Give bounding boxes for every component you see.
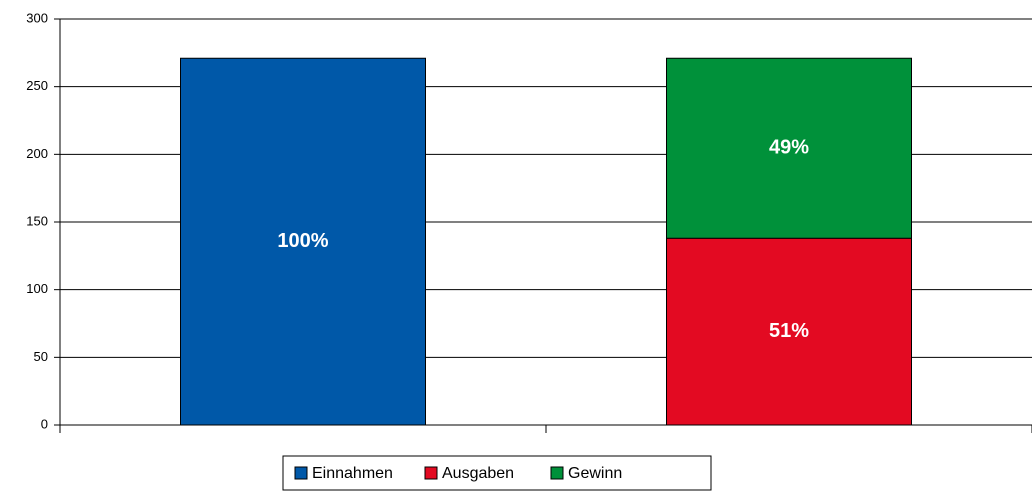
- value-label: 49%: [769, 137, 809, 159]
- legend-swatch: [424, 466, 438, 480]
- bar: [666, 237, 912, 426]
- value-label: 100%: [277, 230, 328, 252]
- legend-swatch: [550, 466, 564, 480]
- y-tick-label: 150: [26, 213, 48, 228]
- bar: [180, 57, 426, 426]
- legend-label: Gewinn: [568, 465, 622, 482]
- bar: [666, 57, 912, 239]
- legend-label: Einnahmen: [312, 465, 393, 482]
- y-tick-label: 100: [26, 281, 48, 296]
- y-tick-label: 0: [41, 416, 48, 431]
- y-tick-label: 200: [26, 146, 48, 161]
- value-label: 51%: [769, 320, 809, 342]
- legend-box: [282, 455, 712, 491]
- legend-label: Ausgaben: [442, 465, 514, 482]
- y-tick-label: 250: [26, 78, 48, 93]
- y-tick-label: 50: [34, 349, 48, 364]
- legend-swatch: [294, 466, 308, 480]
- y-tick-label: 300: [26, 10, 48, 25]
